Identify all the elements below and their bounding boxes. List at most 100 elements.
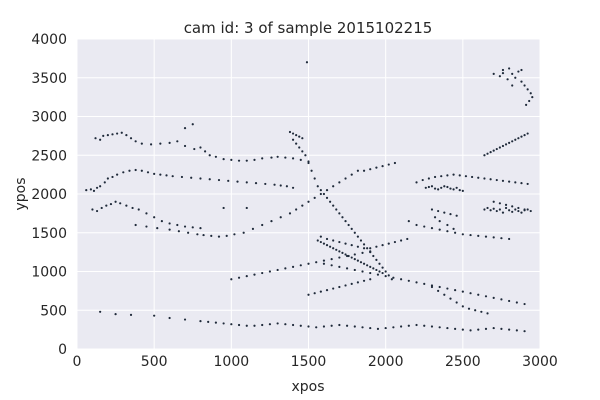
- scatter-point: [253, 273, 256, 276]
- scatter-point: [149, 143, 153, 146]
- scatter-point: [356, 245, 359, 248]
- scatter-point: [523, 302, 526, 306]
- scatter-point: [484, 327, 488, 330]
- scatter-point: [237, 159, 241, 162]
- scatter-point: [387, 163, 390, 166]
- scatter-point: [400, 278, 403, 281]
- scatter-point: [341, 251, 344, 254]
- scatter-point: [187, 231, 190, 234]
- scatter-point: [514, 76, 517, 79]
- scatter-point: [279, 184, 282, 187]
- scatter-point: [486, 206, 489, 210]
- scatter-point: [504, 203, 508, 206]
- scatter-point: [520, 68, 523, 72]
- scatter-point: [392, 326, 395, 329]
- scatter-point: [103, 181, 106, 184]
- scatter-point: [345, 324, 349, 327]
- scatter-point: [443, 185, 446, 188]
- scatter-point: [492, 236, 495, 239]
- scatter-point: [261, 223, 264, 227]
- x-tick-label: 3000: [522, 354, 558, 370]
- scatter-point: [304, 154, 307, 157]
- scatter-point: [477, 328, 480, 331]
- scatter-point: [430, 285, 434, 289]
- x-tick-label: 0: [73, 354, 82, 370]
- scatter-point: [325, 189, 329, 192]
- scatter-point: [407, 220, 410, 223]
- scatter-point: [378, 262, 381, 265]
- scatter-point: [474, 309, 477, 312]
- scatter-point: [362, 262, 366, 265]
- scatter-point: [242, 231, 245, 234]
- scatter-point: [191, 123, 194, 126]
- scatter-point: [446, 287, 449, 290]
- scatter-point: [99, 138, 102, 141]
- scatter-point: [390, 278, 393, 281]
- scatter-point: [344, 284, 347, 287]
- scatter-point: [492, 72, 495, 75]
- scatter-point: [332, 204, 335, 207]
- scatter-point: [489, 178, 492, 181]
- scatter-point: [520, 182, 523, 185]
- scatter-point: [295, 142, 298, 145]
- scatter-point: [322, 325, 326, 328]
- scatter-point: [134, 168, 137, 172]
- scatter-point: [387, 242, 390, 245]
- scatter-point: [85, 189, 88, 192]
- scatter-point: [353, 258, 356, 261]
- data-points: [85, 61, 534, 333]
- scatter-point: [222, 158, 225, 161]
- scatter-point: [332, 287, 335, 290]
- y-axis-label: ypos: [13, 177, 29, 210]
- scatter-point: [492, 200, 495, 203]
- y-tick-label: 0: [58, 342, 67, 358]
- scatter-point: [375, 245, 378, 248]
- scatter-point: [415, 281, 418, 284]
- scatter-point: [227, 179, 230, 182]
- y-tick-label: 500: [40, 303, 67, 319]
- scatter-point: [344, 177, 347, 180]
- scatter-point: [114, 313, 117, 316]
- scatter-point: [159, 142, 162, 145]
- scatter-point: [423, 282, 426, 285]
- scatter-point: [381, 271, 384, 275]
- scatter-point: [214, 321, 217, 324]
- scatter-point: [454, 231, 457, 234]
- y-tick-label: 1000: [31, 265, 67, 281]
- scatter-point: [508, 237, 511, 241]
- scatter-point: [511, 72, 514, 75]
- scatter-point: [270, 220, 273, 223]
- scatter-point: [492, 207, 495, 210]
- scatter-point: [449, 297, 452, 300]
- scatter-point: [91, 208, 94, 211]
- scatter-point: [438, 220, 441, 223]
- scatter-point: [506, 78, 509, 81]
- scatter-point: [131, 206, 134, 210]
- scatter-point: [350, 173, 353, 176]
- y-tick-label: 3500: [31, 71, 67, 87]
- scatter-point: [159, 173, 162, 176]
- scatter-point: [438, 326, 441, 329]
- scatter-point: [393, 240, 397, 244]
- scatter-point: [245, 181, 248, 184]
- scatter-point: [301, 137, 304, 140]
- scatter-point: [508, 299, 511, 303]
- scatter-point: [100, 206, 103, 210]
- scatter-point: [254, 182, 258, 185]
- scatter-point: [356, 259, 359, 262]
- scatter-point: [376, 327, 380, 330]
- scatter-point: [501, 211, 505, 214]
- scatter-point: [446, 230, 449, 233]
- scatter-point: [276, 155, 279, 158]
- scatter-point: [322, 192, 326, 196]
- scatter-point: [381, 266, 384, 269]
- scatter-point: [523, 330, 526, 333]
- scatter-point: [375, 166, 378, 169]
- scatter-point: [261, 323, 264, 327]
- scatter-point: [461, 290, 464, 293]
- scatter-point: [400, 239, 403, 242]
- scatter-point: [299, 158, 302, 161]
- scatter-point: [338, 240, 341, 244]
- scatter-point: [523, 208, 526, 211]
- scatter-point: [111, 133, 114, 136]
